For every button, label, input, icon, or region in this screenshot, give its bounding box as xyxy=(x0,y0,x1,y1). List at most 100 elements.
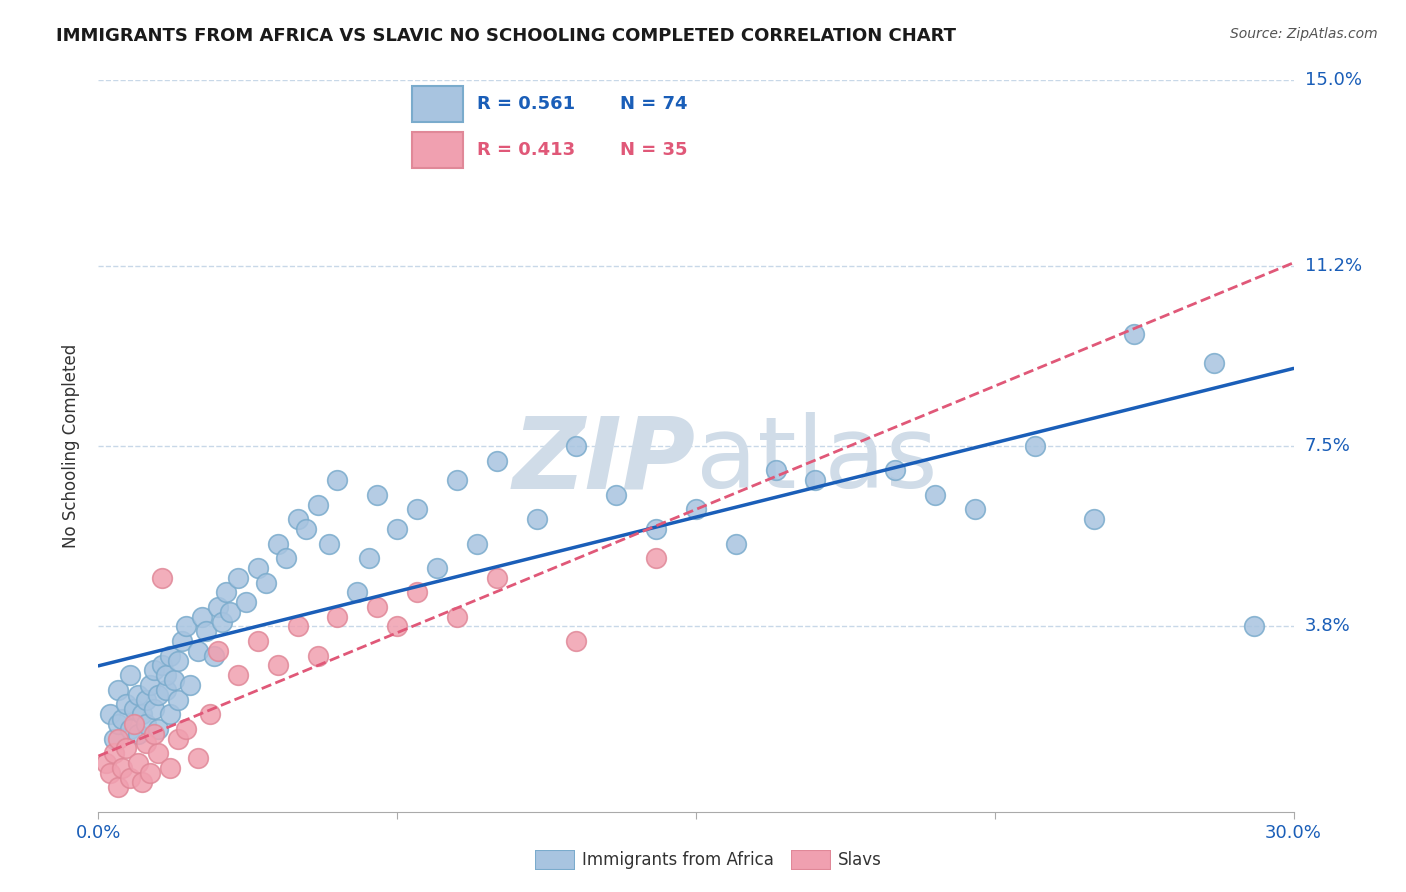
Point xyxy=(219,605,242,619)
Text: R = 0.561: R = 0.561 xyxy=(478,95,575,113)
Point xyxy=(207,644,229,658)
Point xyxy=(326,473,349,487)
Point xyxy=(765,463,787,477)
Point xyxy=(406,502,429,516)
Point xyxy=(267,536,290,550)
Point xyxy=(139,765,162,780)
Point xyxy=(485,453,508,467)
Point xyxy=(385,619,409,633)
Text: 11.2%: 11.2% xyxy=(1305,257,1362,275)
Point xyxy=(127,688,149,702)
Point xyxy=(406,585,429,599)
Point xyxy=(963,502,986,516)
Point xyxy=(1024,439,1046,453)
Text: atlas: atlas xyxy=(696,412,938,509)
Point xyxy=(120,771,142,785)
Point xyxy=(645,522,668,536)
Point xyxy=(131,707,153,722)
Text: ZIP: ZIP xyxy=(513,412,696,509)
Point xyxy=(159,761,181,775)
Point xyxy=(359,551,381,566)
Point xyxy=(446,473,468,487)
Point xyxy=(246,561,269,575)
Point xyxy=(103,746,125,760)
Point xyxy=(215,585,238,599)
Point xyxy=(163,673,186,687)
Text: N = 74: N = 74 xyxy=(620,95,688,113)
Point xyxy=(202,648,225,663)
Text: R = 0.413: R = 0.413 xyxy=(478,141,575,159)
Point xyxy=(159,707,181,722)
Point xyxy=(326,609,349,624)
Point xyxy=(135,717,157,731)
Point xyxy=(287,619,309,633)
Point xyxy=(1243,619,1265,633)
Point xyxy=(111,712,134,726)
Point xyxy=(267,658,290,673)
Point xyxy=(131,775,153,789)
Bar xyxy=(412,132,463,168)
Point xyxy=(645,551,668,566)
Text: 3.8%: 3.8% xyxy=(1305,617,1350,635)
Point xyxy=(526,512,548,526)
Point xyxy=(96,756,118,770)
Point xyxy=(124,702,146,716)
Text: Immigrants from Africa: Immigrants from Africa xyxy=(582,851,773,869)
Text: 7.5%: 7.5% xyxy=(1305,437,1351,455)
Point xyxy=(107,717,129,731)
Point xyxy=(191,609,214,624)
Point xyxy=(120,722,142,736)
Point xyxy=(195,624,218,639)
Bar xyxy=(412,87,463,122)
Point xyxy=(565,439,588,453)
Point xyxy=(139,678,162,692)
Point xyxy=(124,717,146,731)
Point xyxy=(150,658,173,673)
Point xyxy=(135,692,157,706)
Point xyxy=(207,599,229,614)
Point xyxy=(605,488,627,502)
Point xyxy=(143,727,166,741)
Point xyxy=(804,473,827,487)
Point xyxy=(167,692,190,706)
Text: Slavs: Slavs xyxy=(838,851,882,869)
Point xyxy=(174,619,197,633)
Point xyxy=(143,663,166,677)
Point xyxy=(187,644,209,658)
Point xyxy=(287,512,309,526)
Point xyxy=(307,498,329,512)
Point xyxy=(346,585,368,599)
Point xyxy=(107,682,129,697)
Point xyxy=(226,668,249,682)
Y-axis label: No Schooling Completed: No Schooling Completed xyxy=(62,344,80,548)
Point xyxy=(254,575,277,590)
Point xyxy=(172,634,194,648)
Text: 15.0%: 15.0% xyxy=(1305,71,1361,89)
Point xyxy=(924,488,946,502)
Point xyxy=(235,595,257,609)
Point xyxy=(98,765,122,780)
Point xyxy=(174,722,197,736)
Point xyxy=(198,707,221,722)
Point xyxy=(246,634,269,648)
Point xyxy=(107,780,129,795)
Text: N = 35: N = 35 xyxy=(620,141,688,159)
Point xyxy=(426,561,449,575)
Point xyxy=(366,599,388,614)
Point xyxy=(111,761,134,775)
Point xyxy=(226,571,249,585)
Point xyxy=(150,571,173,585)
Point xyxy=(155,682,177,697)
Point xyxy=(127,727,149,741)
Point xyxy=(1202,356,1225,370)
Text: Source: ZipAtlas.com: Source: ZipAtlas.com xyxy=(1230,27,1378,41)
Point xyxy=(366,488,388,502)
Point xyxy=(884,463,907,477)
Point xyxy=(1123,326,1146,341)
Point xyxy=(294,522,316,536)
Point xyxy=(148,746,170,760)
Point xyxy=(115,741,138,756)
Point xyxy=(148,722,170,736)
Point xyxy=(143,702,166,716)
Point xyxy=(465,536,488,550)
